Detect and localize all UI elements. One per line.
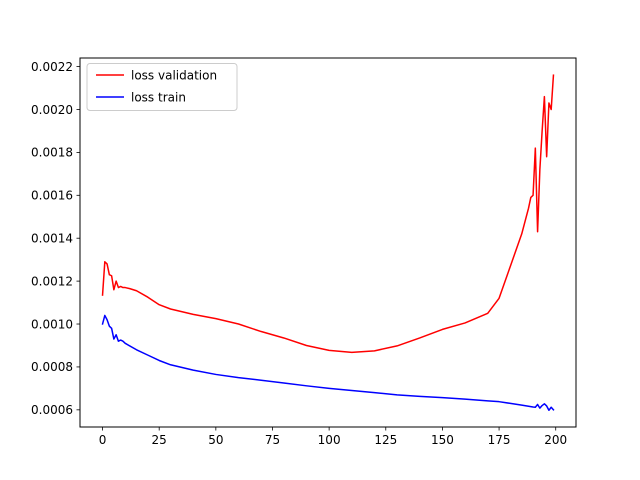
x-axis: 0 25 50 75 100 125 150 175 200 <box>99 427 567 447</box>
y-tick-label: 0.0006 <box>31 403 73 417</box>
series-line-loss-validation <box>101 74 555 354</box>
y-tick-label: 0.0022 <box>31 60 73 74</box>
x-tick-label: 25 <box>152 433 167 447</box>
x-tick-label: 150 <box>431 433 454 447</box>
y-tick-label: 0.0010 <box>31 317 73 331</box>
series-line-loss-train <box>101 314 555 412</box>
y-tick-label: 0.0016 <box>31 189 73 203</box>
y-tick-label: 0.0014 <box>31 232 73 246</box>
y-tick-label: 0.0008 <box>31 360 73 374</box>
x-tick-label: 175 <box>488 433 511 447</box>
x-tick-label: 125 <box>374 433 397 447</box>
y-tick-label: 0.0018 <box>31 146 73 160</box>
x-tick-label: 75 <box>265 433 280 447</box>
x-tick-label: 0 <box>99 433 107 447</box>
series-layer <box>101 74 555 412</box>
legend-label-loss-validation: loss validation <box>131 69 217 83</box>
y-tick-label: 0.0012 <box>31 274 73 288</box>
legend: loss validation loss train <box>86 63 238 111</box>
legend-label-loss-train: loss train <box>131 91 186 105</box>
legend-box <box>86 63 238 111</box>
y-tick-label: 0.0020 <box>31 103 73 117</box>
x-tick-label: 200 <box>544 433 567 447</box>
x-tick-label: 100 <box>318 433 341 447</box>
x-tick-label: 50 <box>208 433 223 447</box>
axes-frame <box>79 57 577 428</box>
y-axis: 0.0006 0.0008 0.0010 0.0012 0.0014 0.0016 0.00… <box>31 60 80 417</box>
